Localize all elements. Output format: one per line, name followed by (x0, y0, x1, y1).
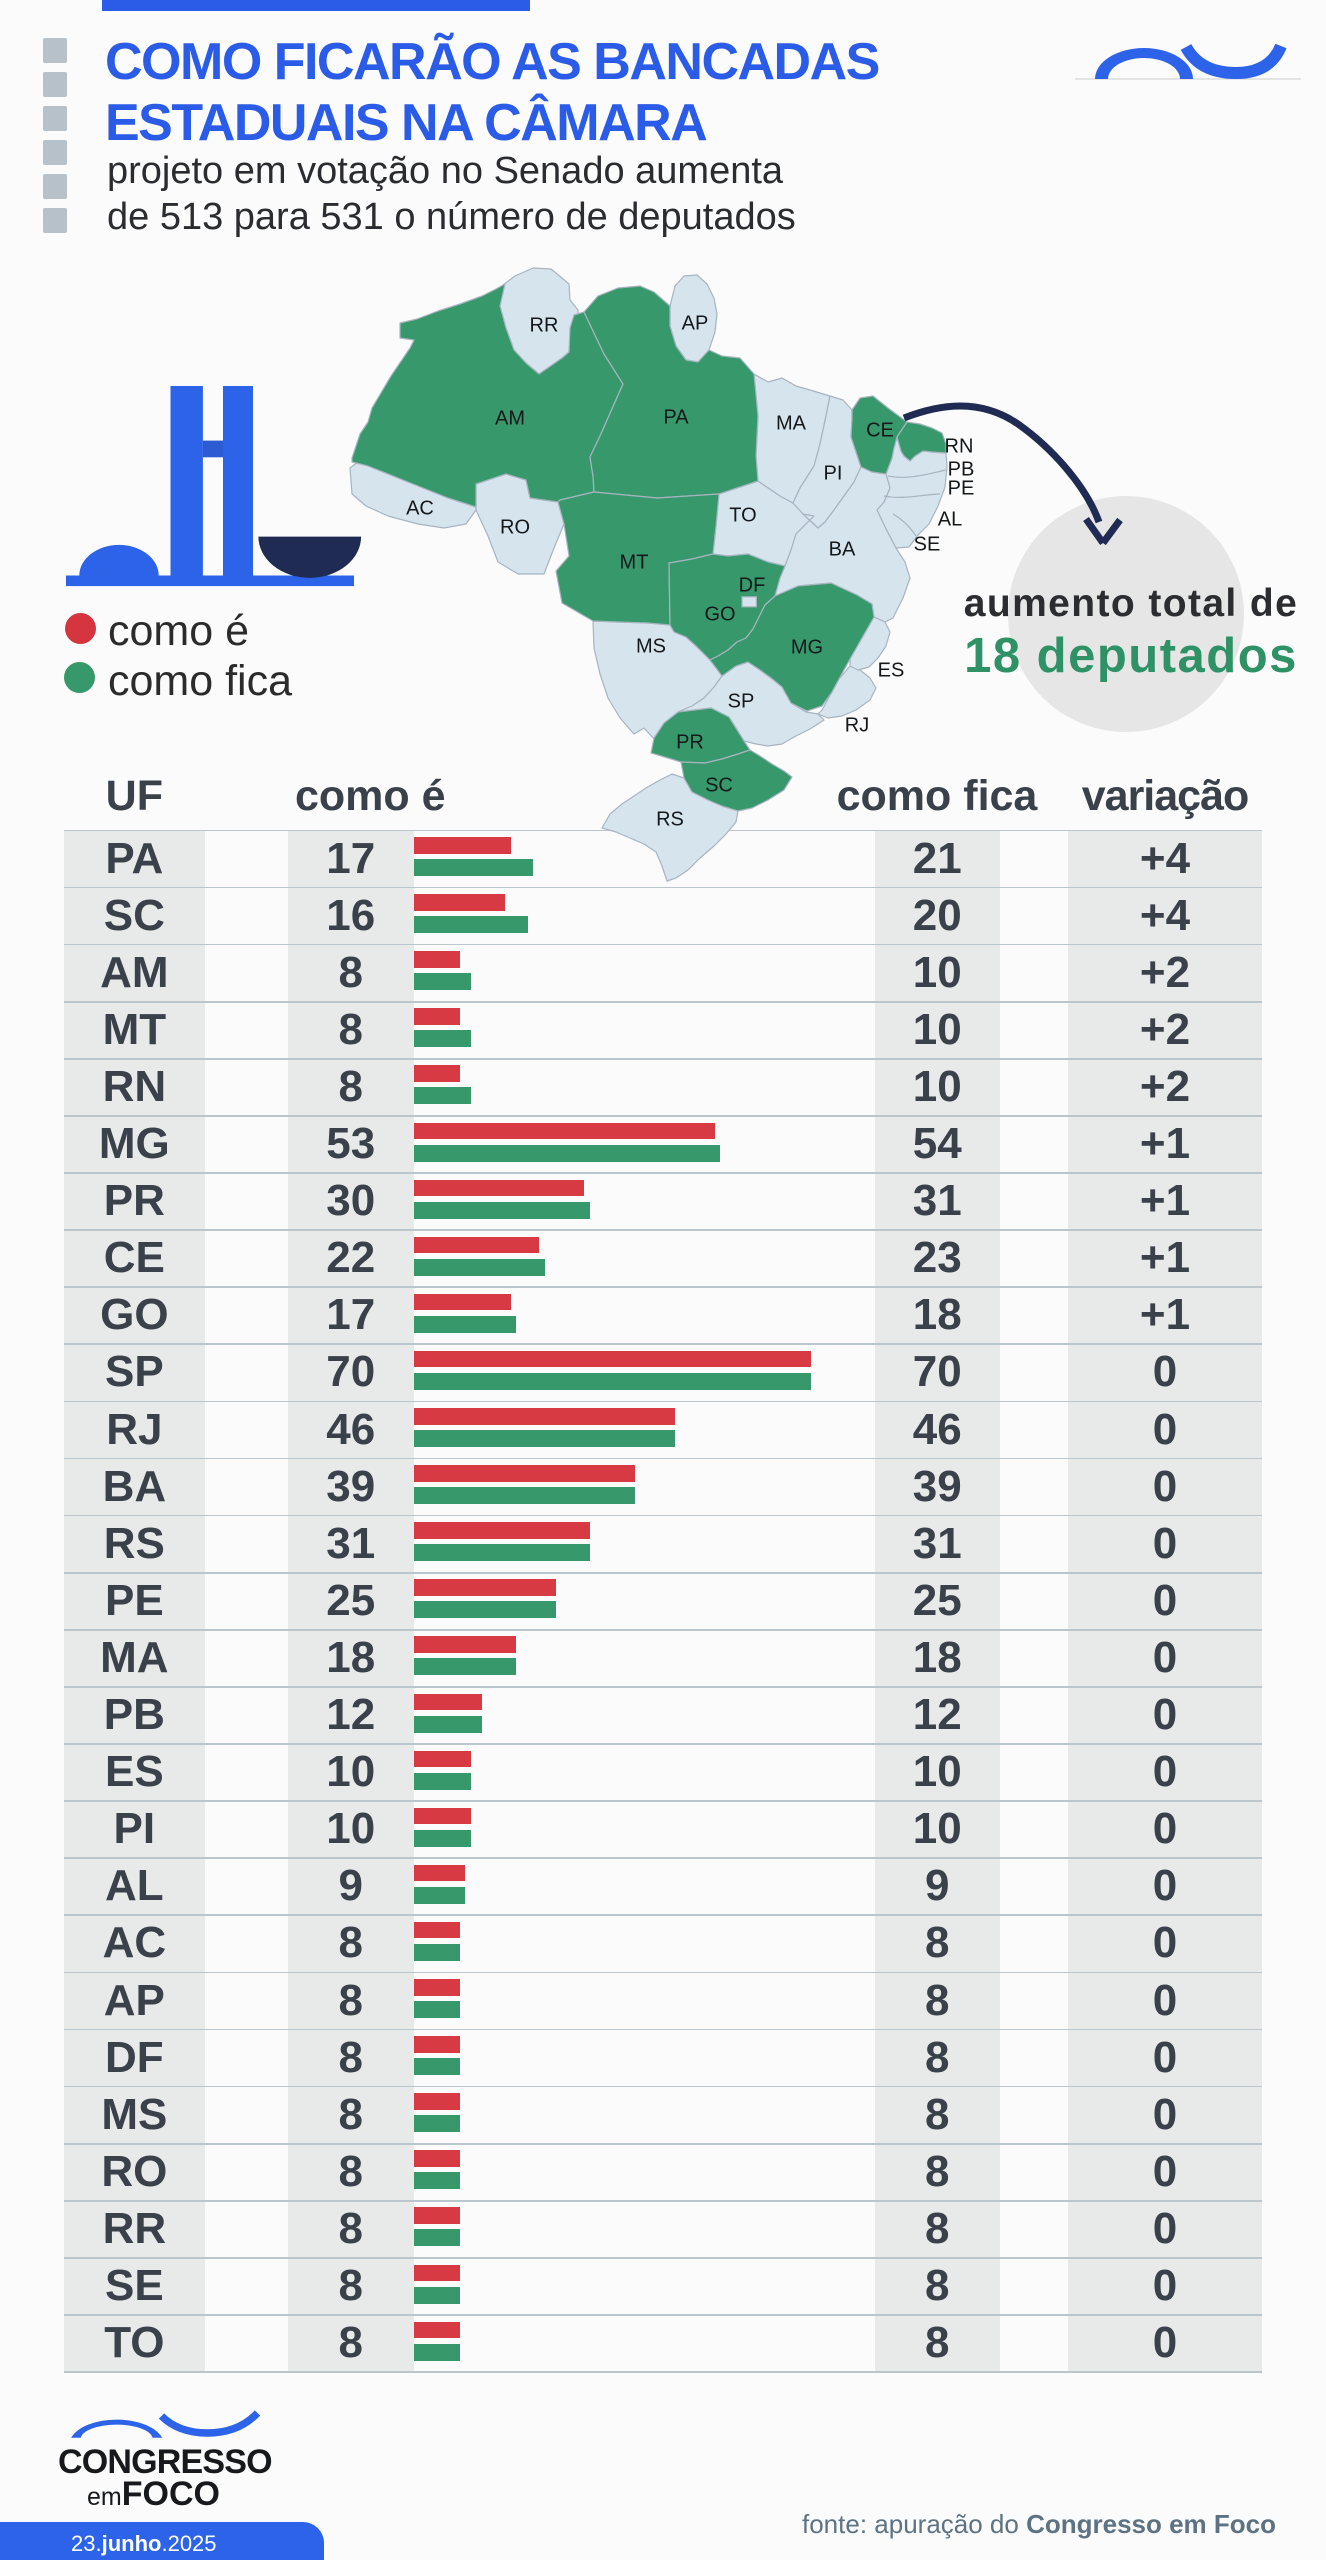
svg-text:TO: TO (729, 504, 756, 526)
svg-text:RN: RN (945, 435, 974, 457)
svg-text:CE: CE (866, 419, 894, 441)
svg-text:RR: RR (530, 314, 559, 336)
svg-text:SC: SC (705, 774, 733, 796)
svg-text:SE: SE (914, 533, 941, 555)
svg-text:RO: RO (500, 516, 530, 538)
svg-text:MG: MG (791, 636, 823, 658)
svg-text:MS: MS (636, 635, 666, 657)
svg-text:ES: ES (878, 659, 905, 681)
svg-text:PE: PE (948, 477, 975, 499)
svg-text:PB: PB (948, 458, 975, 480)
svg-text:PA: PA (663, 406, 689, 428)
svg-text:DF: DF (739, 574, 766, 596)
svg-text:AL: AL (938, 508, 962, 530)
svg-text:BA: BA (829, 538, 856, 560)
svg-text:AM: AM (495, 407, 525, 429)
svg-text:RJ: RJ (845, 714, 869, 736)
svg-text:PI: PI (824, 462, 843, 484)
svg-text:RS: RS (656, 808, 684, 830)
svg-text:PR: PR (676, 731, 704, 753)
svg-text:AP: AP (682, 312, 709, 334)
svg-text:AC: AC (406, 497, 434, 519)
svg-text:SP: SP (728, 690, 755, 712)
svg-text:MA: MA (776, 412, 807, 434)
svg-text:MT: MT (620, 551, 649, 573)
svg-text:GO: GO (704, 603, 735, 625)
